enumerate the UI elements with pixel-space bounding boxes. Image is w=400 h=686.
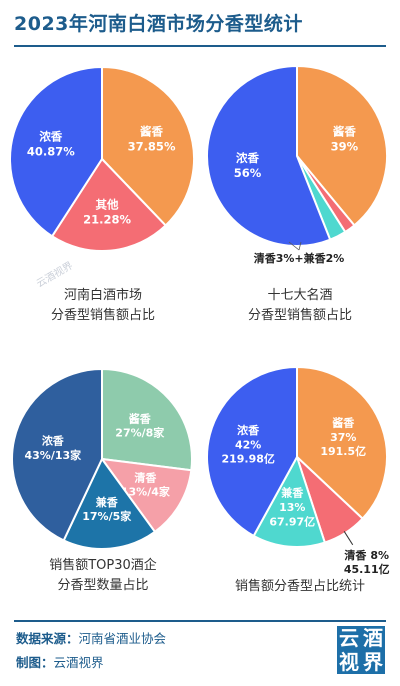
caption-line: 分香型销售额占比 [247,308,352,323]
caption-top30-count: 销售额TOP30酒企 分香型数量占比 [8,556,198,596]
chart-title: 2023年河南白酒市场分香型统计 [14,13,303,35]
pie-slice-兼香 [62,457,157,550]
slice-label: 兼香 13% 67.97亿 [269,486,315,529]
pie-chart-top17-share: 酱香 39% 浓香 56% 清香3%+兼香2% [206,64,388,265]
caption-line: 销售额TOP30酒企 [49,558,157,573]
pie-slice-清香 [99,457,193,534]
footer-divider [14,620,386,622]
brand-logo: 云 酒 视 界 [337,626,385,674]
slice-label: 其他 21.28% [83,198,131,227]
logo-char: 云 [339,626,359,650]
pie-slice-兼香 [252,454,327,548]
source-value: 河南省酒业协会 [78,631,167,646]
pie-slice-其他 [50,157,168,252]
caption-line: 分香型销售额占比 [50,308,155,323]
pie-chart-market-share: 酱香 37.85% 其他 21.28% 浓香 40.87% [9,65,195,252]
source-line: 数据来源：河南省酒业协会 [16,628,166,647]
slice-label: 清香 13%/4家 [121,470,171,498]
maker-value: 云酒视界 [53,655,104,670]
pie-slice-酱香 [101,65,195,227]
caption-top17-share: 十七大名酒 分香型销售额占比 [205,286,395,326]
pie-slice-浓香 [9,65,103,238]
slice-label: 酱香 37% 191.5亿 [320,416,366,459]
logo-char: 视 [339,650,359,674]
caption-market-share: 河南白酒市场 分香型销售额占比 [8,286,198,326]
caption-line: 河南白酒市场 [63,288,142,303]
small-slices-label: 清香3%+兼香2% [254,251,345,265]
pie-slice-浓香 [11,367,103,542]
pie-slice-酱香 [296,365,388,521]
leader-line [288,241,300,251]
maker-label: 制图： [16,655,54,670]
slice-label: 浓香 42% 219.98亿 [221,423,274,466]
maker-line: 制图：云酒视界 [16,652,104,671]
pie-slice-酱香 [296,64,388,227]
slice-label: 浓香 56% [234,151,262,180]
leader-line [298,241,302,251]
logo-char: 酒 [363,626,383,650]
logo-char: 界 [363,650,383,674]
title-divider [14,45,386,47]
caption-line: 销售额分香型占比统计 [234,579,365,594]
caption-line: 分香型数量占比 [57,578,149,593]
slice-label-outside: 清香 8% 45.11亿 [344,548,390,576]
pie-slice-酱香 [101,367,193,472]
slice-label: 浓香 40.87% [27,129,75,158]
slice-label: 酱香 37.85% [128,125,176,154]
slice-label: 酱香 27%/8家 [115,411,165,439]
pie-slice-浓香 [206,64,332,247]
slice-label: 兼香 17%/5家 [82,495,132,523]
caption-line: 十七大名酒 [267,288,333,303]
slice-label: 浓香 43%/13家 [24,434,82,462]
caption-sales-amount: 销售额分香型占比统计 [205,577,395,597]
pie-slice-浓香 [206,365,298,538]
leader-line [343,531,354,546]
source-label: 数据来源： [16,631,79,646]
slice-label: 酱香 39% [331,124,359,153]
